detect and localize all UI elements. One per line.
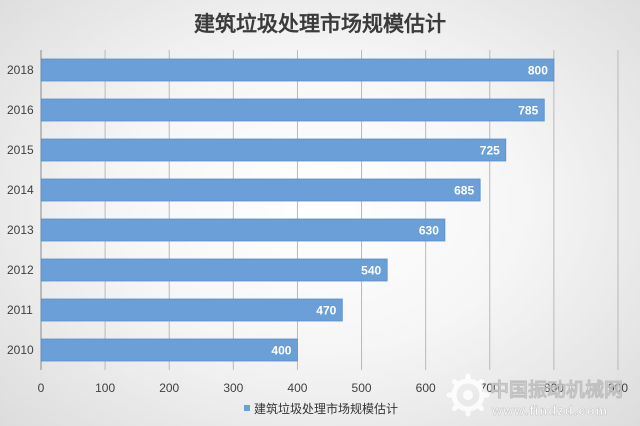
- data-label: 800: [528, 64, 548, 78]
- x-tick-label: 800: [544, 381, 564, 395]
- x-tick-label: 200: [159, 381, 179, 395]
- bar-2014: [40, 178, 481, 202]
- x-tick-label: 100: [95, 381, 115, 395]
- y-tick-label: 2016: [7, 103, 34, 117]
- y-tick-label: 2011: [7, 303, 33, 317]
- x-tick-label: 400: [287, 381, 307, 395]
- legend: 建筑垃圾处理市场规模估计: [244, 401, 398, 416]
- y-tick-label: 2010: [7, 343, 34, 357]
- x-tick-label: 600: [416, 381, 436, 395]
- bar-2016: [40, 98, 545, 122]
- y-tick-label: 2014: [7, 183, 34, 197]
- x-tick-label: 300: [223, 381, 243, 395]
- x-tick-label: 700: [480, 381, 500, 395]
- data-label: 630: [419, 224, 439, 238]
- x-tick-label: 500: [352, 381, 372, 395]
- x-tick-label: 900: [608, 381, 628, 395]
- y-tick-label: 2012: [7, 263, 34, 277]
- y-tick-label: 2018: [7, 63, 34, 77]
- data-label: 685: [454, 184, 474, 198]
- bar-2015: [40, 138, 507, 162]
- x-axis-labels: 0 100 200 300 400 500 600 700 800 900: [38, 381, 629, 395]
- bar-2010: [40, 338, 298, 362]
- chart-title: 建筑垃圾处理市场规模估计: [194, 12, 446, 36]
- data-label: 540: [361, 264, 381, 278]
- data-label: 725: [480, 144, 500, 158]
- legend-swatch: [244, 405, 250, 411]
- y-tick-label: 2013: [7, 223, 34, 237]
- data-label: 400: [271, 344, 291, 358]
- data-label: 470: [316, 304, 336, 318]
- y-axis-labels: 2018 2016 2015 2014 2013 2012 2011 2010: [7, 63, 34, 357]
- bars: [40, 58, 555, 362]
- bar-2011: [40, 298, 343, 322]
- x-tick-label: 0: [38, 381, 45, 395]
- y-tick-label: 2015: [7, 143, 34, 157]
- legend-entry: 建筑垃圾处理市场规模估计: [254, 401, 398, 416]
- data-labels: 800 785 725 685 630 540 470 400: [271, 64, 548, 358]
- data-label: 785: [518, 104, 538, 118]
- bar-2012: [40, 258, 388, 282]
- bar-2013: [40, 218, 446, 242]
- gridlines: [40, 50, 619, 370]
- bar-2018: [40, 58, 555, 82]
